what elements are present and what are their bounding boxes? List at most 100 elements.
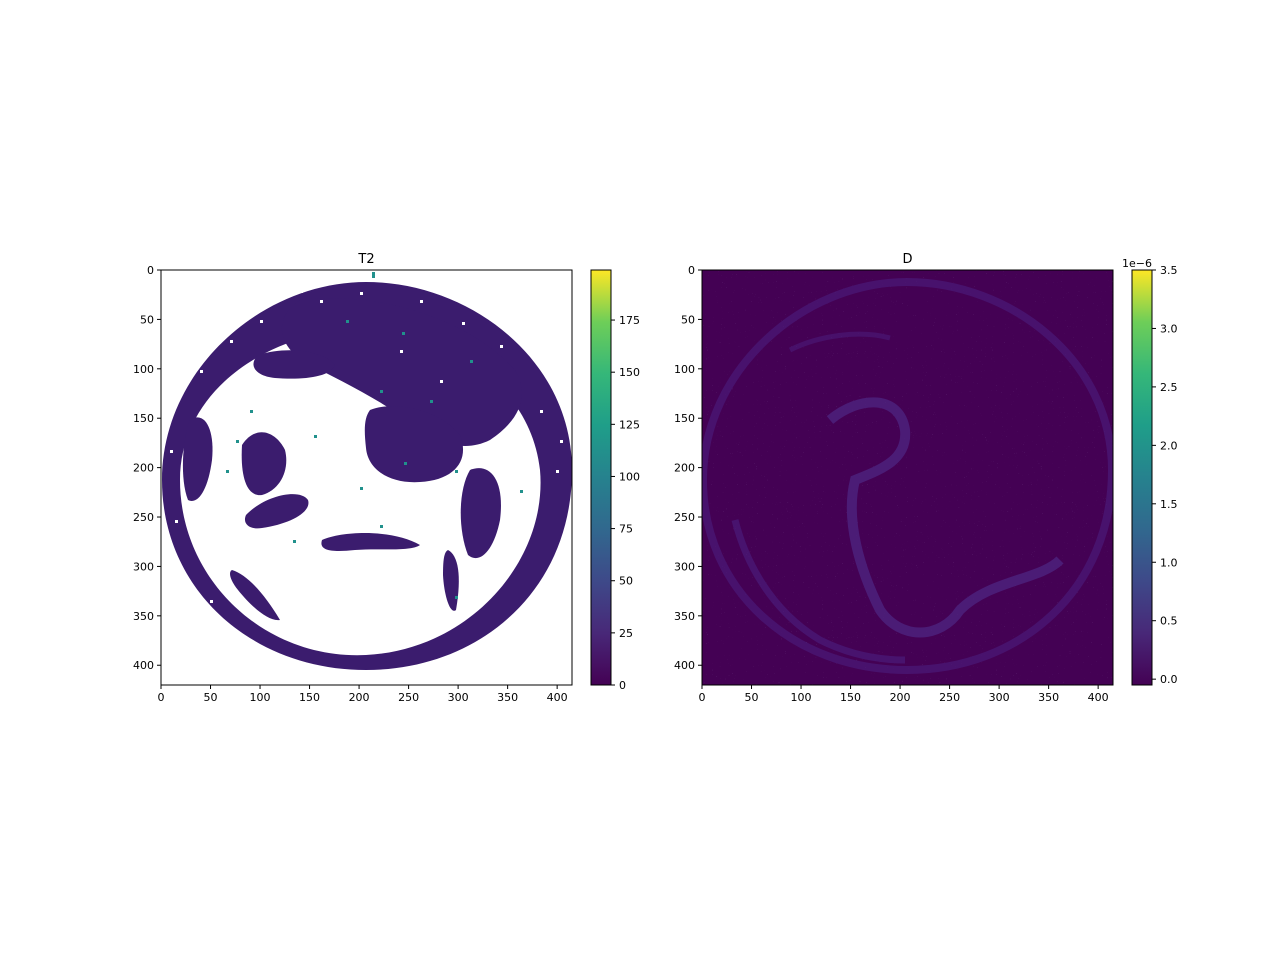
d-colorbar-offset-label: 1e−6: [1122, 257, 1152, 270]
d-y-tick-label: 400: [674, 659, 695, 672]
d-x-tick-label: 250: [939, 691, 960, 704]
t2-y-tick: 0: [147, 264, 161, 277]
d-y-tick-label: 100: [674, 363, 695, 376]
d-colorbar-tick: 2.0: [1152, 439, 1178, 452]
t2-colorbar-ticks: 0 25 50 75 100 125 150 175: [611, 314, 640, 692]
t2-muscle-left-3: [182, 417, 213, 501]
t2-x-tick: 200: [349, 685, 370, 704]
d-colorbar-tick-label: 1.0: [1160, 556, 1178, 569]
t2-muscle-right: [460, 468, 501, 559]
d-x-tick-label: 50: [745, 691, 759, 704]
d-x-tick-label: 100: [791, 691, 812, 704]
t2-y-tick-label: 200: [133, 462, 154, 475]
t2-structure-center: [321, 533, 420, 551]
t2-x-tick: 150: [299, 685, 320, 704]
d-image: [702, 270, 1113, 685]
t2-colorbar-tick-label: 125: [619, 418, 640, 431]
d-x-tick: 250: [939, 685, 960, 704]
t2-x-tick-label: 50: [204, 691, 218, 704]
d-colorbar-tick-label: 3.5: [1160, 264, 1178, 277]
t2-holes: [170, 290, 563, 603]
d-colorbar-tick-label: 3.0: [1160, 322, 1178, 335]
d-y-tick: 150: [674, 412, 702, 425]
d-y-tick-label: 0: [688, 264, 695, 277]
t2-x-tick: 350: [497, 685, 518, 704]
t2-colorbar-tick: 100: [611, 470, 640, 483]
t2-structure-lower-left: [230, 570, 280, 621]
d-x-tick-label: 350: [1038, 691, 1059, 704]
d-colorbar-tick-label: 1.5: [1160, 498, 1178, 511]
t2-colorbar-tick: 50: [611, 575, 633, 588]
d-x-tick: 50: [745, 685, 759, 704]
t2-y-tick: 400: [133, 659, 161, 672]
t2-panel: T2: [133, 252, 640, 704]
t2-x-tick-label: 350: [497, 691, 518, 704]
d-x-axis: 0 50 100 150 200 250 300 350 400: [699, 685, 1109, 704]
t2-x-tick: 0: [158, 685, 165, 704]
d-x-tick: 0: [699, 685, 706, 704]
d-x-tick-label: 150: [840, 691, 861, 704]
t2-x-tick-label: 150: [299, 691, 320, 704]
d-faint-arc-left: [731, 519, 906, 664]
d-colorbar-ticks: 0.0 0.5 1.0 1.5 2.0 2.5 3.0 3.5: [1152, 264, 1178, 686]
d-x-tick: 300: [989, 685, 1010, 704]
d-faint-structure: [826, 397, 1064, 638]
d-colorbar-tick-label: 0.0: [1160, 673, 1178, 686]
d-panel: D 0 50 100 150 200 250 300 350 400 0 50 100 150 200 2…: [674, 252, 1178, 704]
t2-colorbar-tick-label: 150: [619, 366, 640, 379]
t2-x-tick: 300: [448, 685, 469, 704]
d-x-tick: 350: [1038, 685, 1059, 704]
d-colorbar-tick-label: 0.5: [1160, 615, 1178, 628]
t2-y-tick-label: 0: [147, 264, 154, 277]
d-y-tick: 250: [674, 511, 702, 524]
t2-colorbar-tick: 75: [611, 523, 633, 536]
t2-colorbar-tick: 25: [611, 627, 633, 640]
d-y-tick: 400: [674, 659, 702, 672]
d-y-tick-label: 350: [674, 610, 695, 623]
d-x-tick-label: 300: [989, 691, 1010, 704]
d-colorbar: [1131, 269, 1153, 686]
t2-y-tick: 150: [133, 412, 161, 425]
t2-colorbar-tick: 175: [611, 314, 640, 327]
d-colorbar-tick: 0.5: [1152, 615, 1178, 628]
d-y-tick-label: 50: [681, 313, 695, 326]
t2-colorbar: [590, 269, 612, 686]
t2-colorbar-tick-label: 75: [619, 523, 633, 536]
d-y-tick: 0: [688, 264, 702, 277]
d-x-tick: 150: [840, 685, 861, 704]
t2-y-tick: 100: [133, 363, 161, 376]
d-y-tick: 350: [674, 610, 702, 623]
d-colorbar-tick: 3.0: [1152, 322, 1178, 335]
d-y-tick-label: 200: [674, 462, 695, 475]
t2-image: [162, 272, 572, 670]
t2-y-tick: 300: [133, 560, 161, 573]
d-x-tick: 100: [791, 685, 812, 704]
t2-x-tick: 50: [204, 685, 218, 704]
t2-x-tick-label: 400: [547, 691, 568, 704]
t2-muscle-left-1: [241, 432, 287, 496]
d-y-tick-label: 150: [674, 412, 695, 425]
t2-colorbar-tick-label: 50: [619, 575, 633, 588]
t2-y-tick-label: 50: [140, 313, 154, 326]
d-y-tick-label: 250: [674, 511, 695, 524]
d-colorbar-tick: 3.5: [1152, 264, 1178, 277]
t2-title: T2: [357, 252, 374, 267]
t2-colorbar-tick-label: 25: [619, 627, 633, 640]
d-y-tick: 100: [674, 363, 702, 376]
t2-y-axis: 0 50 100 150 200 250 300 350 400: [133, 264, 161, 672]
d-title: D: [902, 252, 912, 267]
t2-y-tick-label: 400: [133, 659, 154, 672]
d-faint-arc-top: [788, 331, 891, 353]
t2-muscle-upper-left: [253, 350, 335, 379]
t2-muscle-center: [364, 406, 464, 483]
d-x-tick-label: 0: [699, 691, 706, 704]
d-y-tick-label: 300: [674, 560, 695, 573]
t2-y-tick-label: 150: [133, 412, 154, 425]
t2-plot-frame: [160, 269, 573, 686]
d-colorbar-tick: 0.0: [1152, 673, 1178, 686]
t2-x-tick-label: 100: [250, 691, 271, 704]
t2-colorbar-tick-label: 175: [619, 314, 640, 327]
d-y-tick: 200: [674, 462, 702, 475]
t2-y-tick: 350: [133, 610, 161, 623]
